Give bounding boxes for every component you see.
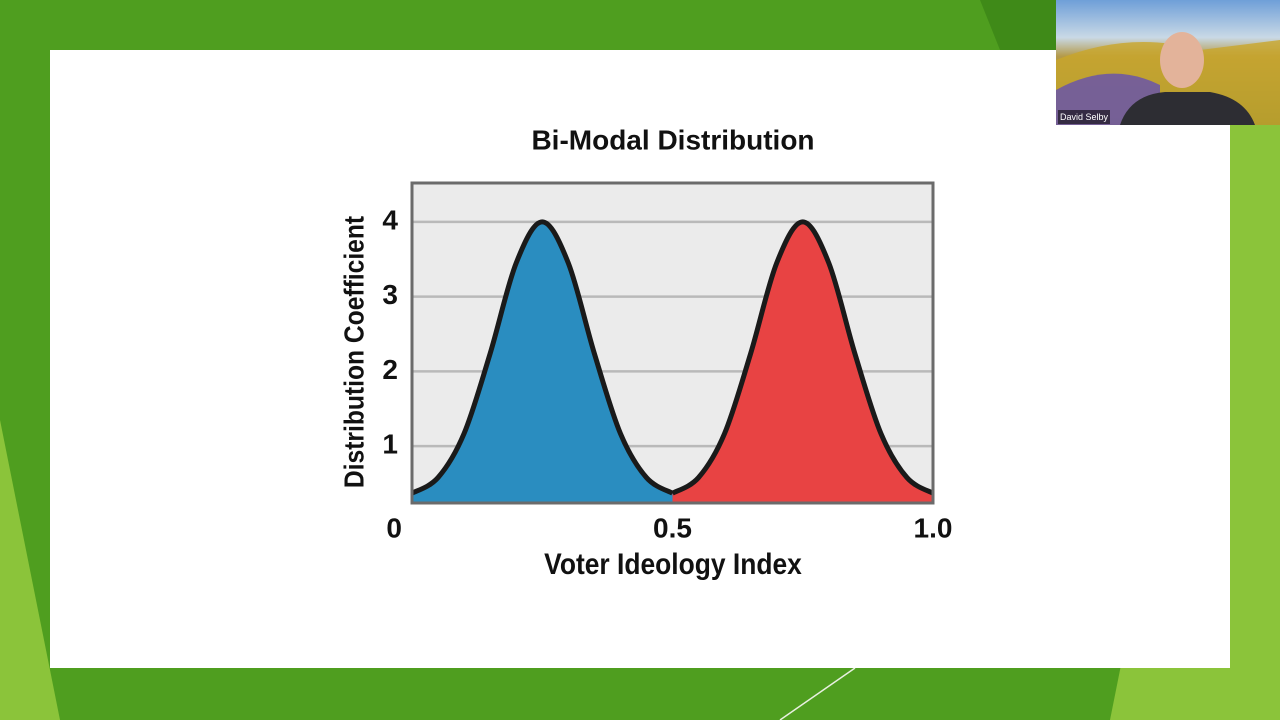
decoration [0,420,60,720]
plot-frame [410,181,935,505]
decoration [980,0,1056,50]
y-tick-label: 2 [382,354,398,385]
y-axis-label: Distribution Coefficient [338,216,370,488]
area [672,221,933,503]
y-tick-label: 3 [382,279,398,310]
y-tick-label: 4 [382,204,398,235]
curve-line [410,219,674,496]
x-tick-label: 0 [386,512,402,543]
video-thumbnail: David Selby [1056,0,1280,125]
plot [410,219,935,503]
curve-line [671,219,935,496]
person-head [1160,32,1204,88]
participant-name: David Selby [1060,112,1109,122]
x-axis-label: Voter Ideology Index [544,546,802,580]
chart-title: Bi-Modal Distribution [531,124,814,155]
area [412,221,673,503]
name-tag [1058,110,1110,124]
decoration [779,667,856,720]
x-tick-label: 1.0 [914,512,953,543]
y-tick-label: 1 [382,429,398,460]
x-tick-label: 0.5 [653,512,692,543]
person-body [1120,92,1255,125]
